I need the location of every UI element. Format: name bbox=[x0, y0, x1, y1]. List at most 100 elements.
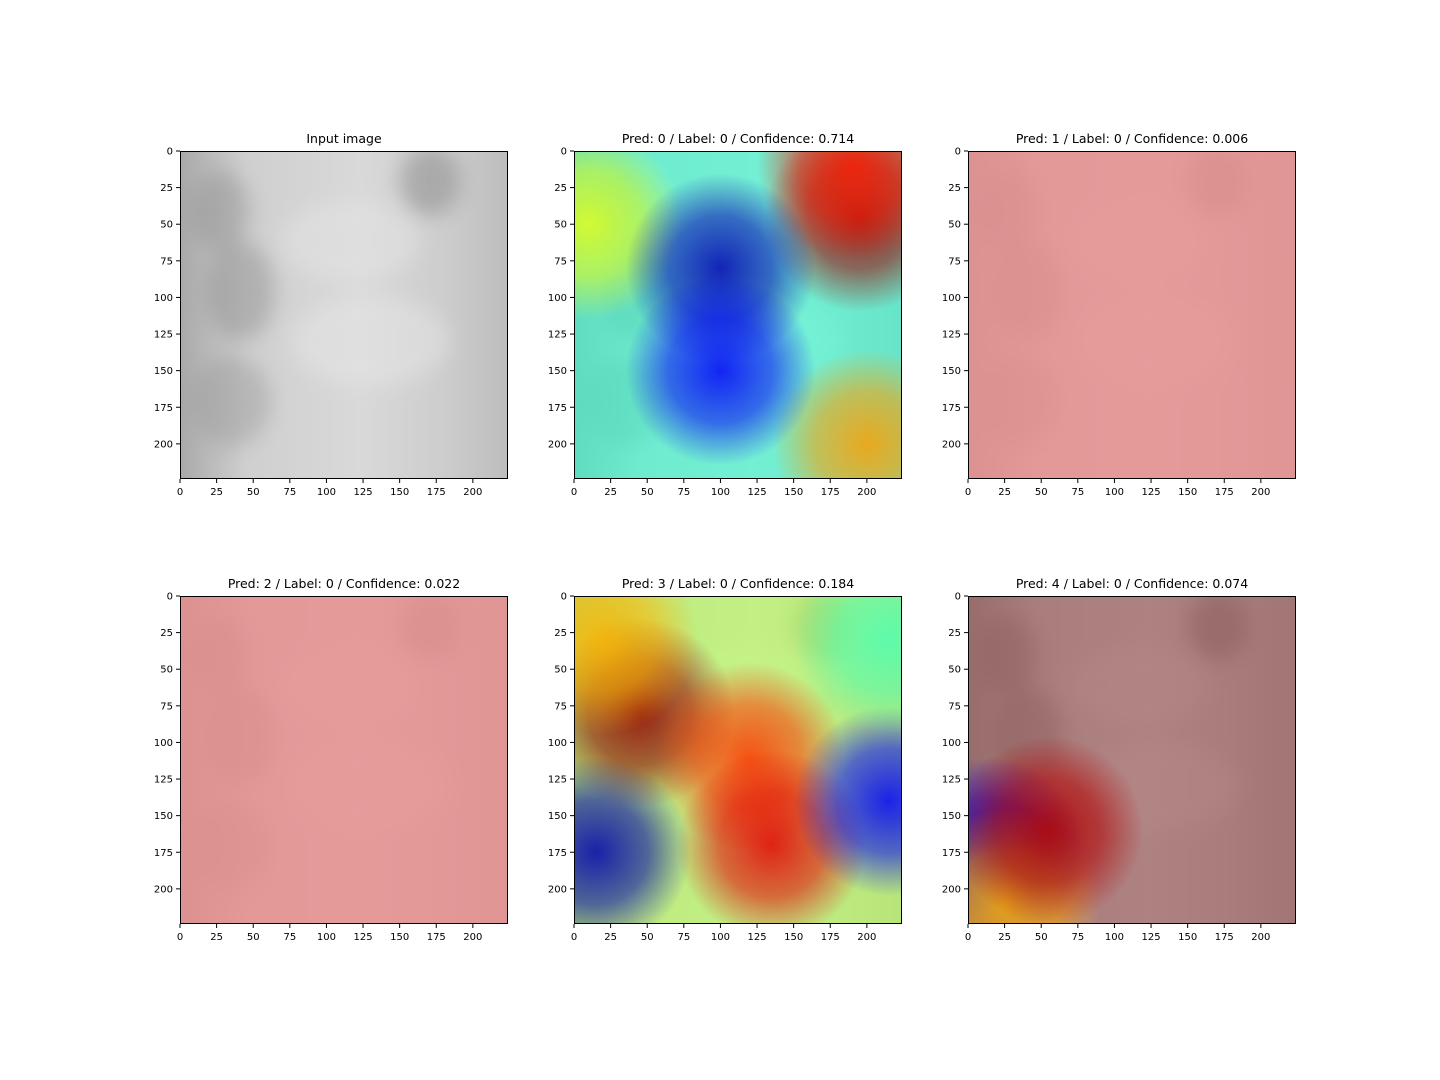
y-tick-label: 100 bbox=[942, 738, 961, 749]
panel-5: Pred: 3 / Label: 0 / Confidence: 0.184 0 2… bbox=[548, 576, 902, 943]
x-tick-label: 100 bbox=[1105, 932, 1124, 943]
x-tick-label: 50 bbox=[247, 932, 260, 943]
heatmap-hotspot bbox=[574, 757, 691, 924]
panel-2: Pred: 0 / Label: 0 / Confidence: 0.714 0 2… bbox=[548, 131, 902, 498]
y-tick-label: 150 bbox=[942, 366, 961, 377]
y-tick-label: 175 bbox=[548, 403, 567, 414]
plot-area: 0 25 50 75 100 125 150 175 200 0 25 50 75 100 125 150 17… bbox=[548, 592, 902, 943]
x-tick-label: 200 bbox=[857, 487, 876, 498]
y-tick-label: 100 bbox=[942, 293, 961, 304]
x-tick-label: 0 bbox=[177, 487, 183, 498]
x-tick-label: 175 bbox=[427, 932, 446, 943]
x-tick-label: 0 bbox=[571, 487, 577, 498]
y-tick-label: 75 bbox=[554, 701, 567, 712]
y-tick-label: 125 bbox=[548, 330, 567, 341]
x-tick-label: 200 bbox=[1251, 932, 1270, 943]
x-tick-label: 0 bbox=[965, 932, 971, 943]
plot-area: 0 25 50 75 100 125 150 175 200 0 25 50 75 100 125 150 17… bbox=[548, 147, 902, 498]
y-tick-label: 0 bbox=[955, 592, 961, 603]
x-tick-label: 125 bbox=[1141, 487, 1160, 498]
y-tick-label: 0 bbox=[167, 147, 173, 158]
x-tick-label: 100 bbox=[317, 487, 336, 498]
x-tick-label: 75 bbox=[677, 932, 690, 943]
axes-frame bbox=[574, 596, 902, 924]
plot-area: 0 25 50 75 100 125 150 175 200 0 25 50 75 100 125 150 17… bbox=[154, 592, 508, 943]
y-tick-label: 175 bbox=[154, 848, 173, 859]
x-tick-label: 200 bbox=[463, 487, 482, 498]
y-tick-label: 200 bbox=[548, 884, 567, 895]
y-tick-label: 75 bbox=[554, 256, 567, 267]
x-tick-label: 25 bbox=[998, 932, 1011, 943]
y-tick-label: 75 bbox=[160, 256, 173, 267]
x-tick-label: 150 bbox=[390, 487, 409, 498]
x-tick-label: 0 bbox=[965, 487, 971, 498]
plot-area: 0 25 50 75 100 125 150 175 200 0 25 50 75 100 125 150 17… bbox=[942, 592, 1296, 943]
y-tick-label: 0 bbox=[167, 592, 173, 603]
x-tick-label: 150 bbox=[784, 487, 803, 498]
y-tick-label: 125 bbox=[942, 775, 961, 786]
heatmap-hotspot bbox=[793, 706, 902, 896]
plot-area: 0 25 50 75 100 125 150 175 200 0 25 50 75 100 125 150 17… bbox=[942, 147, 1296, 498]
panel-4: Pred: 2 / Label: 0 / Confidence: 0.022 0 2… bbox=[154, 576, 508, 943]
x-tick-label: 100 bbox=[317, 932, 336, 943]
axes-frame bbox=[180, 151, 508, 479]
y-tick-label: 150 bbox=[942, 811, 961, 822]
xray-structures bbox=[190, 151, 460, 446]
y-tick-label: 50 bbox=[160, 665, 173, 676]
y-tick-label: 100 bbox=[548, 738, 567, 749]
x-tick-label: 150 bbox=[390, 932, 409, 943]
x-tick-label: 150 bbox=[1178, 487, 1197, 498]
y-tick-label: 175 bbox=[548, 848, 567, 859]
y-tick-label: 25 bbox=[160, 628, 173, 639]
plot-area: 0 25 50 75 100 125 150 175 200 0 25 50 75 100 125 150 17… bbox=[154, 147, 508, 498]
x-tick-label: 25 bbox=[210, 487, 223, 498]
y-tick-label: 125 bbox=[154, 775, 173, 786]
x-tick-label: 175 bbox=[1215, 932, 1234, 943]
x-tick-label: 75 bbox=[283, 487, 296, 498]
x-tick-label: 175 bbox=[1215, 487, 1234, 498]
y-tick-label: 50 bbox=[554, 220, 567, 231]
x-tick-label: 200 bbox=[463, 932, 482, 943]
axes-frame bbox=[968, 596, 1296, 924]
x-tick-label: 25 bbox=[210, 932, 223, 943]
panel-title: Pred: 2 / Label: 0 / Confidence: 0.022 bbox=[227, 576, 461, 591]
y-tick-label: 0 bbox=[955, 147, 961, 158]
y-tick-label: 25 bbox=[948, 183, 961, 194]
x-tick-label: 125 bbox=[353, 932, 372, 943]
y-tick-label: 200 bbox=[154, 439, 173, 450]
y-tick-label: 150 bbox=[548, 811, 567, 822]
x-tick-label: 200 bbox=[1251, 487, 1270, 498]
y-tick-label: 100 bbox=[154, 293, 173, 304]
x-tick-label: 125 bbox=[353, 487, 372, 498]
x-tick-label: 100 bbox=[711, 932, 730, 943]
panel-3: Pred: 1 / Label: 0 / Confidence: 0.006 0 2… bbox=[942, 131, 1296, 498]
x-tick-label: 175 bbox=[821, 487, 840, 498]
heatmap-hotspot bbox=[625, 275, 816, 466]
x-tick-label: 25 bbox=[604, 487, 617, 498]
y-tick-label: 75 bbox=[948, 256, 961, 267]
y-tick-label: 100 bbox=[548, 293, 567, 304]
y-tick-label: 75 bbox=[948, 701, 961, 712]
x-tick-label: 50 bbox=[1035, 932, 1048, 943]
y-tick-label: 200 bbox=[548, 439, 567, 450]
panel-1: Input image 0 25 50 75 100 125 150 175 200 0 25 50 75… bbox=[154, 131, 508, 498]
axes-frame bbox=[574, 151, 902, 479]
x-tick-label: 50 bbox=[247, 487, 260, 498]
x-tick-label: 0 bbox=[571, 932, 577, 943]
y-tick-label: 125 bbox=[548, 775, 567, 786]
x-tick-label: 125 bbox=[1141, 932, 1160, 943]
x-tick-label: 75 bbox=[283, 932, 296, 943]
y-tick-label: 75 bbox=[160, 701, 173, 712]
y-tick-label: 150 bbox=[548, 366, 567, 377]
y-tick-label: 175 bbox=[942, 848, 961, 859]
x-tick-label: 125 bbox=[747, 487, 766, 498]
y-tick-label: 175 bbox=[942, 403, 961, 414]
x-tick-label: 150 bbox=[784, 932, 803, 943]
x-tick-label: 75 bbox=[1071, 932, 1084, 943]
heatmap-hotspot bbox=[574, 596, 699, 735]
x-tick-label: 100 bbox=[1105, 487, 1124, 498]
y-tick-label: 200 bbox=[942, 439, 961, 450]
y-tick-label: 25 bbox=[948, 628, 961, 639]
axes-frame bbox=[968, 151, 1296, 479]
